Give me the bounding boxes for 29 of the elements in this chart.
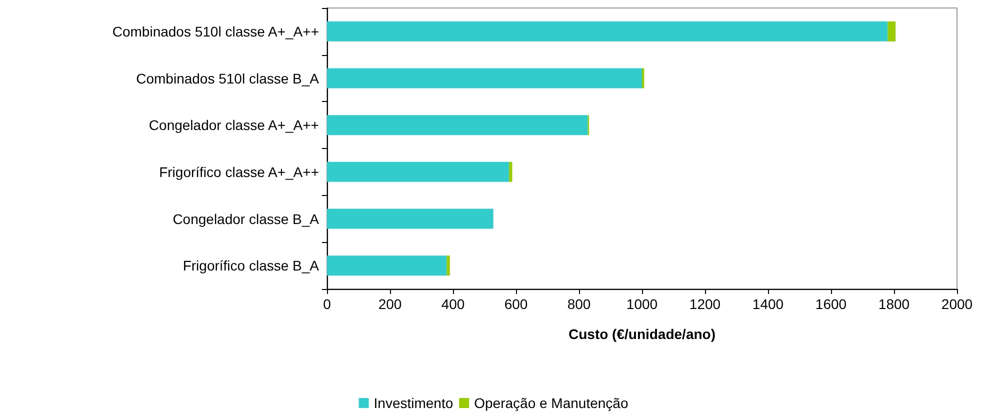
bar xyxy=(327,162,510,182)
legend-label: Operação e Manutenção xyxy=(474,395,628,411)
x-tick-label: 2000 xyxy=(941,296,973,312)
y-tick-label: Frigorífico classe B_A xyxy=(182,258,320,274)
bar xyxy=(327,115,588,136)
x-tick-label: 800 xyxy=(567,296,591,312)
bar xyxy=(509,162,512,182)
bar xyxy=(888,21,896,42)
bar xyxy=(327,256,447,276)
x-tick-label: 1000 xyxy=(626,296,658,312)
x-axis-title: Custo (€/unidade/ano) xyxy=(568,326,716,342)
y-tick-label: Combinados 510l classe B_A xyxy=(136,70,320,86)
x-tick-label: 1200 xyxy=(689,296,721,312)
y-tick-label: Congelador classe B_A xyxy=(172,210,320,227)
bar xyxy=(327,68,642,88)
y-tick-label: Congelador classe A+_A++ xyxy=(148,117,319,134)
x-tick-label: 600 xyxy=(504,296,528,312)
x-tick-label: 1400 xyxy=(752,296,784,312)
x-tick-label: 1800 xyxy=(878,296,910,312)
x-tick-label: 200 xyxy=(378,296,402,312)
y-tick-label: Combinados 510l classe A+_A++ xyxy=(112,23,319,40)
bar xyxy=(327,208,494,229)
legend-label: Investimento xyxy=(374,395,454,411)
bar xyxy=(327,21,888,42)
x-tick-label: 1600 xyxy=(815,296,847,312)
x-tick-label: 0 xyxy=(323,296,332,312)
x-tick-label: 400 xyxy=(441,296,465,312)
y-tick-label: Frigorífico classe A+_A++ xyxy=(159,164,319,180)
bar xyxy=(446,256,450,276)
